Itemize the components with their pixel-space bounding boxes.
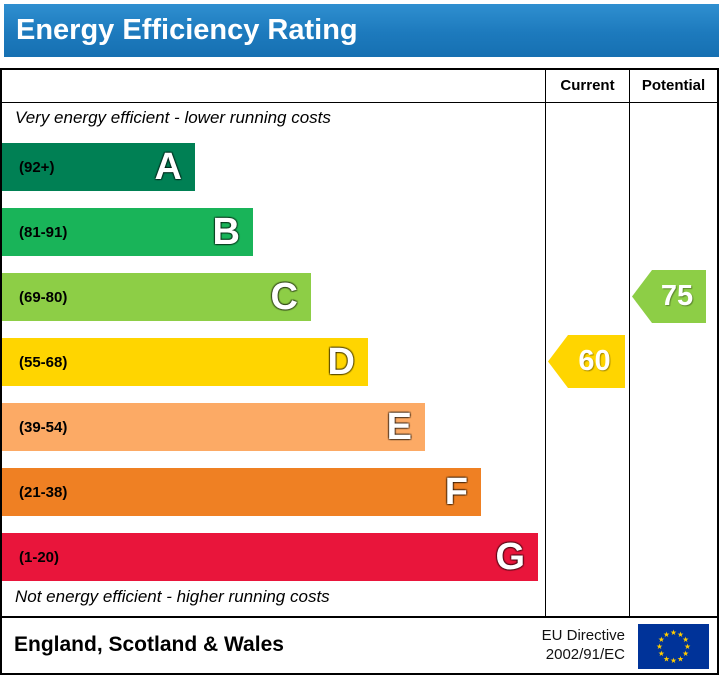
band-range: (92+): [19, 158, 55, 176]
svg-text:★: ★: [656, 642, 663, 651]
eu-flag-icon: ★ ★ ★ ★ ★ ★ ★ ★ ★ ★ ★ ★: [638, 624, 709, 669]
potential-rating-arrow: 75: [632, 270, 706, 323]
column-header-current: Current: [560, 77, 615, 94]
band-letter: E: [386, 406, 412, 448]
column-divider-current: [545, 70, 546, 616]
epc-chart: Current Potential Very energy efficient …: [0, 68, 719, 618]
svg-text:★: ★: [670, 656, 677, 665]
svg-text:★: ★: [663, 654, 670, 663]
band-range: (1-20): [19, 548, 60, 566]
band-row-c: (69-80) C: [2, 273, 311, 321]
band-range: (69-80): [19, 288, 68, 306]
current-rating-arrow: 60: [548, 335, 625, 388]
svg-text:★: ★: [684, 642, 691, 651]
band-row-e: (39-54) E: [2, 403, 425, 451]
band-letter: C: [270, 276, 298, 318]
column-header-potential: Potential: [641, 77, 706, 94]
svg-text:★: ★: [682, 635, 689, 644]
band-row-a: (92+) A: [2, 143, 195, 191]
svg-text:★: ★: [658, 635, 665, 644]
band-letter: D: [327, 341, 355, 383]
band-row-g: (1-20) G: [2, 533, 538, 581]
potential-rating-value: 75: [660, 280, 694, 312]
band-row-b: (81-91) B: [2, 208, 253, 256]
page-title: Energy Efficiency Rating: [16, 14, 358, 46]
top-note: Very energy efficient - lower running co…: [15, 108, 331, 127]
svg-text:★: ★: [677, 630, 684, 639]
eu-directive: EU Directive 2002/91/EC: [542, 626, 625, 664]
band-row-f: (21-38) F: [2, 468, 481, 516]
band-range: (39-54): [19, 418, 68, 436]
eu-directive-line1: EU Directive: [541, 627, 625, 644]
band-letter: F: [444, 471, 468, 513]
band-range: (81-91): [19, 223, 68, 241]
band-letter: A: [154, 146, 182, 188]
svg-text:★: ★: [682, 649, 689, 658]
band-range: (21-38): [19, 483, 68, 501]
svg-text:★: ★: [658, 649, 665, 658]
eu-directive-line2: 2002/91/EC: [545, 646, 625, 663]
footer: England, Scotland & Wales EU Directive 2…: [0, 618, 719, 675]
band-letter: B: [212, 211, 240, 253]
column-divider-potential: [629, 70, 630, 616]
bottom-note: Not energy efficient - higher running co…: [15, 587, 330, 606]
header-bar: Energy Efficiency Rating: [4, 4, 719, 57]
footer-region: England, Scotland & Wales: [14, 633, 284, 656]
band-row-d: (55-68) D: [2, 338, 368, 386]
band-range: (55-68): [19, 353, 68, 371]
svg-text:★: ★: [663, 630, 670, 639]
svg-text:★: ★: [677, 654, 684, 663]
band-letter: G: [495, 536, 525, 578]
header-row-divider: [2, 102, 717, 103]
svg-text:★: ★: [670, 628, 677, 637]
current-rating-value: 60: [578, 345, 611, 377]
